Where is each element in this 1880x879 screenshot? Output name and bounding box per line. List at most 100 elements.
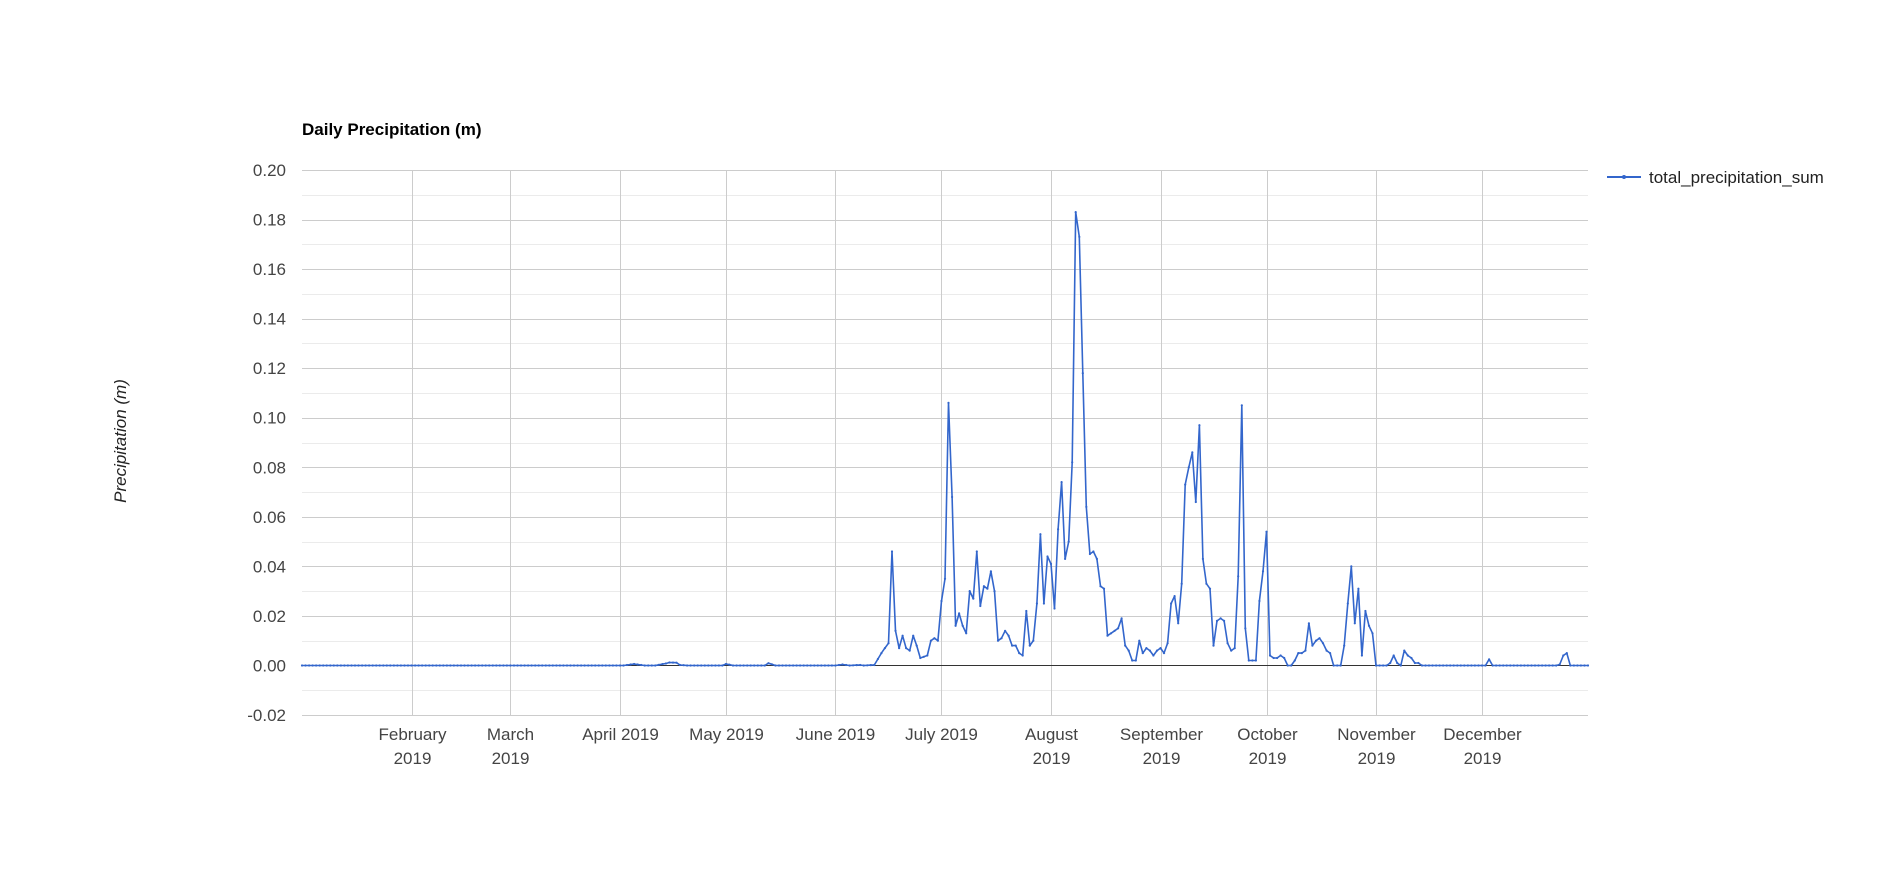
data-point[interactable] <box>703 664 706 667</box>
data-point[interactable] <box>325 664 328 667</box>
data-point[interactable] <box>919 656 922 660</box>
data-point[interactable] <box>357 664 360 667</box>
data-point[interactable] <box>300 664 304 667</box>
data-point[interactable] <box>424 664 427 667</box>
data-point[interactable] <box>845 663 848 667</box>
data-point[interactable] <box>1509 664 1512 667</box>
data-point[interactable] <box>1223 619 1226 623</box>
data-point[interactable] <box>686 664 689 667</box>
data-point[interactable] <box>887 642 890 645</box>
data-point[interactable] <box>1283 656 1286 660</box>
data-point[interactable] <box>1290 664 1293 667</box>
data-point[interactable] <box>1403 649 1406 652</box>
data-point[interactable] <box>1382 664 1385 667</box>
data-point[interactable] <box>594 664 597 667</box>
data-point[interactable] <box>1276 656 1279 660</box>
data-point[interactable] <box>555 664 558 667</box>
data-point[interactable] <box>1548 664 1551 667</box>
data-point[interactable] <box>339 664 342 667</box>
data-point[interactable] <box>717 664 721 667</box>
data-point[interactable] <box>678 663 682 667</box>
data-point[interactable] <box>1452 664 1455 667</box>
data-point[interactable] <box>792 664 795 667</box>
data-point[interactable] <box>883 647 887 650</box>
data-point[interactable] <box>890 550 894 553</box>
data-point[interactable] <box>1000 637 1003 640</box>
data-point[interactable] <box>1314 639 1318 642</box>
data-point[interactable] <box>1427 664 1431 667</box>
data-point[interactable] <box>304 664 307 667</box>
data-point[interactable] <box>1194 500 1197 504</box>
data-point[interactable] <box>1463 664 1466 667</box>
data-point[interactable] <box>1011 644 1014 647</box>
data-point[interactable] <box>1166 642 1169 645</box>
data-point[interactable] <box>353 664 357 667</box>
data-point[interactable] <box>823 664 827 667</box>
data-point[interactable] <box>474 664 477 667</box>
data-point[interactable] <box>1435 664 1438 667</box>
data-point[interactable] <box>1212 644 1215 647</box>
data-point[interactable] <box>901 634 904 637</box>
data-point[interactable] <box>1106 634 1109 637</box>
data-point[interactable] <box>816 664 819 667</box>
data-point[interactable] <box>629 663 632 666</box>
data-point[interactable] <box>1254 659 1257 662</box>
data-point[interactable] <box>898 647 901 650</box>
data-point[interactable] <box>389 664 392 667</box>
data-point[interactable] <box>1491 664 1494 667</box>
data-point[interactable] <box>1180 582 1183 585</box>
data-point[interactable] <box>1304 649 1307 652</box>
data-point[interactable] <box>869 664 872 667</box>
data-point[interactable] <box>1541 664 1544 667</box>
data-point[interactable] <box>721 664 724 667</box>
legend[interactable]: total_precipitation_sum <box>1607 168 1824 187</box>
data-point[interactable] <box>1325 649 1328 652</box>
data-point[interactable] <box>1025 609 1028 613</box>
data-point[interactable] <box>954 624 957 627</box>
data-point[interactable] <box>922 655 925 658</box>
data-point[interactable] <box>859 663 862 667</box>
data-point[interactable] <box>1162 652 1166 655</box>
data-point[interactable] <box>519 664 523 667</box>
data-point[interactable] <box>735 664 738 667</box>
data-point[interactable] <box>576 664 579 667</box>
data-point[interactable] <box>880 652 883 655</box>
data-point[interactable] <box>1389 661 1392 665</box>
data-point[interactable] <box>1311 644 1314 647</box>
data-point[interactable] <box>940 599 943 603</box>
data-point[interactable] <box>361 664 364 667</box>
data-point[interactable] <box>746 664 749 667</box>
data-point[interactable] <box>1360 654 1363 657</box>
data-point[interactable] <box>1329 652 1332 655</box>
data-point[interactable] <box>993 590 996 593</box>
data-point[interactable] <box>1477 664 1480 667</box>
data-point[interactable] <box>813 664 816 667</box>
data-point[interactable] <box>452 664 455 667</box>
data-point[interactable] <box>915 644 918 647</box>
data-point[interactable] <box>1318 637 1321 640</box>
data-point[interactable] <box>1032 639 1035 642</box>
data-point[interactable] <box>1297 652 1300 655</box>
data-point[interactable] <box>1004 629 1007 632</box>
data-point[interactable] <box>1113 629 1116 632</box>
data-point[interactable] <box>1064 557 1067 561</box>
data-point[interactable] <box>1586 664 1590 667</box>
data-point[interactable] <box>537 664 540 667</box>
data-point[interactable] <box>700 664 703 667</box>
data-point[interactable] <box>1088 552 1091 556</box>
data-point[interactable] <box>396 664 399 667</box>
data-point[interactable] <box>975 550 978 553</box>
data-point[interactable] <box>1085 505 1088 508</box>
data-point[interactable] <box>1456 664 1459 667</box>
data-point[interactable] <box>1237 575 1240 578</box>
data-point[interactable] <box>421 664 424 667</box>
data-point[interactable] <box>753 664 756 667</box>
data-point[interactable] <box>1039 533 1042 536</box>
data-point[interactable] <box>417 664 420 667</box>
data-point[interactable] <box>527 664 530 667</box>
data-point[interactable] <box>1124 644 1127 647</box>
data-point[interactable] <box>1336 664 1339 667</box>
data-point[interactable] <box>562 664 565 667</box>
data-point[interactable] <box>1201 557 1204 561</box>
data-point[interactable] <box>647 664 650 667</box>
